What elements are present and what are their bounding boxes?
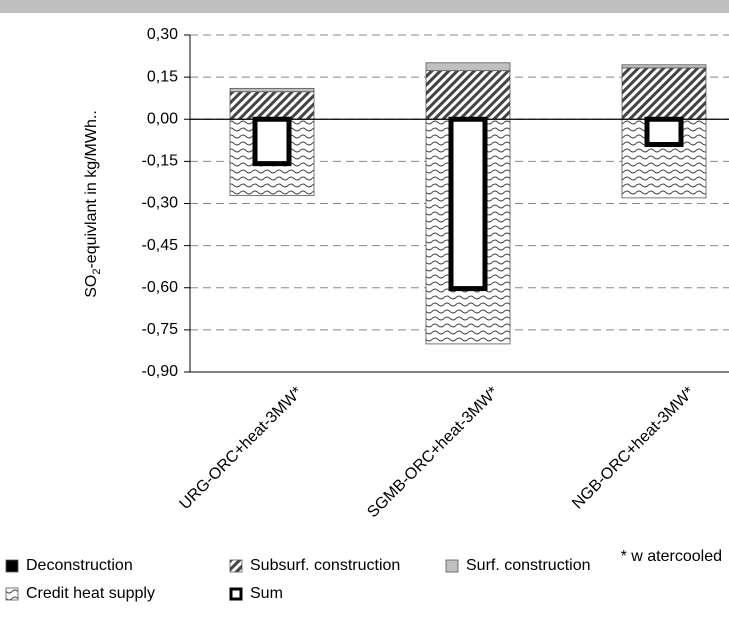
y-tick-label: 0,15 — [147, 68, 178, 85]
legend-label: Subsurf. construction — [250, 557, 400, 574]
bar-segment — [621, 64, 707, 69]
legend-swatch — [445, 559, 459, 573]
y-tick-label: -0,45 — [142, 237, 179, 254]
legend-swatch — [5, 587, 19, 601]
bar-segment — [425, 62, 511, 72]
y-tick-label: -0,15 — [142, 153, 179, 170]
sum-bar — [448, 116, 488, 292]
y-tick-label: -0,30 — [142, 195, 179, 212]
y-tick-label: -0,60 — [142, 279, 179, 296]
sum-bar — [252, 116, 292, 167]
x-tick-label: SGMB-ORC+heat-3MW* — [364, 384, 501, 521]
bar-segment — [229, 91, 315, 120]
legend-label: Credit heat supply — [26, 585, 155, 602]
top-band — [0, 0, 729, 13]
x-tick-label: NGB-ORC+heat-3MW* — [569, 384, 698, 513]
legend-label: Sum — [250, 585, 283, 602]
annotation: * w atercooled — [621, 548, 722, 565]
y-tick-label: 0,30 — [147, 26, 178, 43]
bar-segment — [229, 87, 315, 93]
y-tick-label: -0,75 — [142, 321, 179, 338]
legend-swatch — [229, 587, 243, 601]
bar-segment — [621, 67, 707, 120]
x-tick-label: URG-ORC+heat-3MW* — [177, 384, 306, 513]
y-tick-label: 0,00 — [147, 110, 178, 127]
y-tick-label: -0,90 — [142, 363, 179, 380]
legend-label: Deconstruction — [26, 557, 133, 574]
bar-segment — [425, 70, 511, 120]
legend-swatch — [229, 559, 243, 573]
legend-label: Surf. construction — [466, 557, 591, 574]
legend-swatch — [5, 559, 19, 573]
y-axis-title: SO2-equivlant in kg/MWh.. — [83, 110, 103, 298]
sum-bar — [644, 116, 684, 148]
